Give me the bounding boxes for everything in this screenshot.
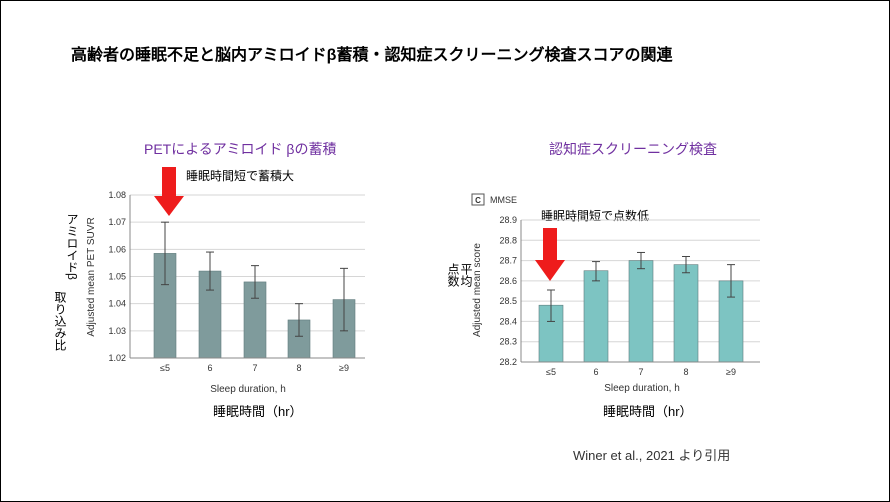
left-ytick-label-3: 1.05	[108, 272, 126, 282]
left-ytick-label-4: 1.06	[108, 244, 126, 254]
slide-title: 高齢者の睡眠不足と脳内アミロイドβ蓄積・認知症スクリーニング検査スコアの関連	[71, 47, 673, 64]
left-chart-subtitle: PETによるアミロイド βの蓄積	[144, 141, 337, 157]
left-xtick-label-2: 7	[252, 363, 257, 373]
right-ytick-label-4: 28.6	[499, 276, 517, 286]
left-xticks: ≤5 6 7 8 ≥9	[160, 363, 349, 373]
right-xlabel: Sleep duration, h	[604, 383, 680, 394]
left-jp-xlabel: 睡眠時間（hr）	[213, 404, 303, 419]
right-bar-1	[583, 270, 609, 363]
right-ytick-label-5: 28.7	[499, 256, 517, 266]
right-ytick-label-6: 28.8	[499, 235, 517, 245]
left-yticks: 1.02 1.03 1.04 1.05 1.06 1.07 1.08	[108, 190, 126, 363]
left-error-bars	[161, 221, 348, 337]
left-arrow-shaft	[162, 167, 176, 197]
left-ytick-label-6: 1.08	[108, 190, 126, 200]
right-bar-2	[628, 260, 654, 363]
right-ytick-label-3: 28.5	[499, 296, 517, 306]
right-arrow-shaft	[543, 228, 557, 261]
left-chart: Adjusted mean PET SUVR Sleep duration, h…	[86, 167, 365, 395]
right-jp-xlabel: 睡眠時間（hr）	[603, 404, 693, 419]
right-error-bars	[547, 251, 735, 322]
right-xtick-label-0: ≤5	[546, 367, 556, 377]
right-xtick-label-2: 7	[638, 367, 643, 377]
right-panel-label-box	[471, 193, 485, 206]
right-ytick-label-7: 28.9	[499, 215, 517, 225]
left-jp-ylabel-line1: アミロイドβ	[65, 213, 79, 280]
right-xtick-label-4: ≥9	[726, 367, 736, 377]
right-yticks: 28.2 28.3 28.4 28.5 28.6 28.7 28.8 28.9	[499, 215, 517, 367]
left-xtick-label-3: 8	[296, 363, 301, 373]
left-ytick-label-1: 1.03	[108, 326, 126, 336]
right-ytick-label-1: 28.3	[499, 337, 517, 347]
right-chart: C MMSE Adjusted mean score Sleep duratio…	[471, 193, 760, 394]
left-ylabel: Adjusted mean PET SUVR	[86, 217, 97, 336]
right-bars	[538, 260, 744, 363]
left-jp-ylabel-line2: 取り込み比	[53, 291, 67, 351]
left-xtick-label-4: ≥9	[339, 363, 349, 373]
left-xlabel: Sleep duration, h	[210, 384, 286, 395]
right-red-arrow	[535, 228, 565, 281]
right-panel-label: C	[475, 196, 481, 205]
right-bar-3	[673, 264, 699, 363]
left-annotation: 睡眠時間短で蓄積大	[186, 169, 295, 183]
left-red-arrow	[154, 167, 184, 216]
left-bars	[153, 253, 356, 359]
left-xtick-label-0: ≤5	[160, 363, 170, 373]
right-chart-subtitle: 認知症スクリーニング検査	[549, 141, 717, 157]
right-ytick-label-0: 28.2	[499, 357, 517, 367]
right-chart-title: MMSE	[490, 195, 517, 205]
right-jp-ylabel-line2: 点数	[446, 263, 460, 287]
right-xtick-label-3: 8	[683, 367, 688, 377]
left-arrow-head	[154, 196, 184, 216]
right-ylabel: Adjusted mean score	[472, 243, 483, 337]
right-ytick-label-2: 28.4	[499, 316, 517, 326]
left-ytick-label-5: 1.07	[108, 217, 126, 227]
right-arrow-head	[535, 260, 565, 281]
left-ytick-label-0: 1.02	[108, 353, 126, 363]
right-xticks: ≤5 6 7 8 ≥9	[546, 367, 736, 377]
left-xtick-label-1: 6	[207, 363, 212, 373]
right-jp-ylabel-line1: 平均	[459, 263, 473, 287]
citation: Winer et al., 2021 より引用	[573, 448, 731, 463]
left-ytick-label-2: 1.04	[108, 299, 126, 309]
right-xtick-label-1: 6	[593, 367, 598, 377]
